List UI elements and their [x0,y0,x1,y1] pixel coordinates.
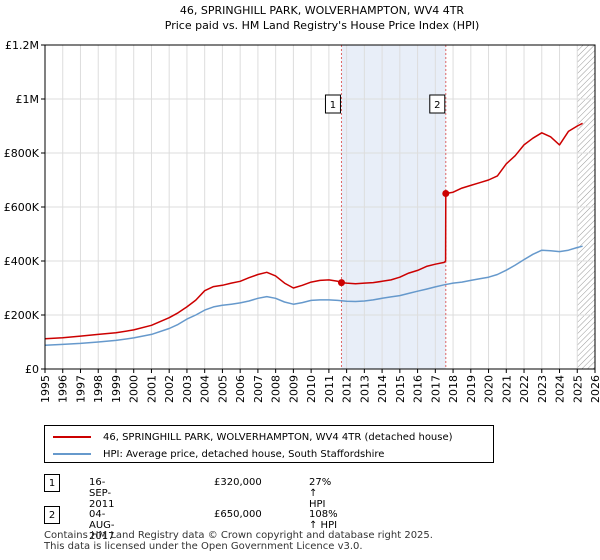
x-tick-label: 2021 [500,375,513,403]
x-tick-label: 2000 [128,375,141,403]
x-tick-label: 2026 [589,375,600,403]
x-tick-label: 2004 [199,375,212,403]
annotation-hpi: 108% ↑ HPI [309,509,338,531]
footer-line-2: This data is licensed under the Open Gov… [44,541,363,552]
x-tick-label: 2002 [163,375,176,403]
legend-swatch-property [53,436,91,438]
annotation-price: £650,000 [214,509,262,520]
annotation-price: £320,000 [214,477,262,488]
x-tick-label: 2014 [376,375,389,403]
legend-label-hpi: HPI: Average price, detached house, Sout… [103,448,385,460]
legend-swatch-hpi [53,453,91,455]
legend-item-property: 46, SPRINGHILL PARK, WOLVERHAMPTON, WV4 … [53,429,453,445]
sale-label-text: 2 [434,100,440,111]
y-tick-label: £800K [4,147,40,160]
x-tick-label: 2011 [323,375,336,403]
x-tick-label: 2009 [287,375,300,403]
x-tick-label: 2006 [234,375,247,403]
x-tick-label: 2007 [252,375,265,403]
x-tick-label: 2012 [341,375,354,403]
x-tick-label: 2005 [216,375,229,403]
y-tick-label: £400K [4,255,40,268]
annotation-hpi: 27% ↑ HPI [309,477,332,510]
annotation-date: 04-AUG-2017 [89,509,115,542]
x-tick-label: 1999 [110,375,123,403]
legend: 46, SPRINGHILL PARK, WOLVERHAMPTON, WV4 … [44,425,494,463]
x-tick-label: 2016 [412,375,425,403]
price-chart: 46, SPRINGHILL PARK, WOLVERHAMPTON, WV4 … [4,4,600,403]
x-tick-label: 2001 [145,375,158,403]
footer-line-1: Contains HM Land Registry data © Crown c… [44,530,433,541]
y-tick-label: £1.2M [5,39,39,52]
annotation-number: 2 [44,506,60,524]
x-tick-label: 2022 [518,375,531,403]
x-tick-label: 2024 [554,375,567,403]
x-tick-label: 2018 [447,375,460,403]
hpi-line [44,245,583,346]
sale-label-text: 1 [330,100,336,111]
footer: Contains HM Land Registry data © Crown c… [44,530,433,552]
sale-point-marker [337,279,345,287]
x-tick-label: 1998 [92,375,105,403]
legend-label-property: 46, SPRINGHILL PARK, WOLVERHAMPTON, WV4 … [103,431,453,443]
x-tick-label: 2008 [270,375,283,403]
y-tick-label: £600K [4,201,40,214]
x-tick-label: 2003 [181,375,194,403]
chart-title: 46, SPRINGHILL PARK, WOLVERHAMPTON, WV4 … [180,4,465,17]
x-tick-label: 2010 [305,375,318,403]
chart-subtitle: Price paid vs. HM Land Registry's House … [165,19,480,32]
x-tick-label: 2013 [358,375,371,403]
x-tick-label: 1995 [39,375,52,403]
y-tick-label: £200K [4,309,40,322]
x-tick-label: 2023 [536,375,549,403]
sale-label-box [429,94,446,114]
sale-point-marker [442,190,450,197]
x-tick-label: 2017 [429,375,442,403]
x-tick-label: 2020 [483,375,496,403]
y-tick-label: £1M [16,93,40,106]
x-tick-label: 2025 [571,375,584,403]
x-tick-label: 1996 [57,375,70,403]
x-tick-label: 2019 [465,375,478,403]
annotation-number: 1 [44,474,60,492]
property-price-line [44,122,583,340]
legend-item-hpi: HPI: Average price, detached house, Sout… [53,446,384,462]
y-tick-label: £0 [25,363,39,376]
sale-label-box [324,94,341,114]
annotation-date: 16-SEP-2011 [89,477,115,510]
x-tick-label: 2015 [394,375,407,403]
x-tick-label: 1997 [74,375,87,403]
